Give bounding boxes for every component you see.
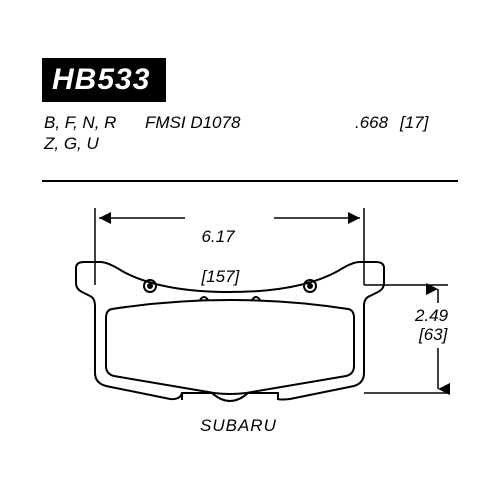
width-dimension	[95, 208, 364, 285]
height-dimension	[364, 285, 448, 393]
brake-pad-outline	[76, 262, 384, 401]
diagram-svg	[0, 0, 500, 500]
